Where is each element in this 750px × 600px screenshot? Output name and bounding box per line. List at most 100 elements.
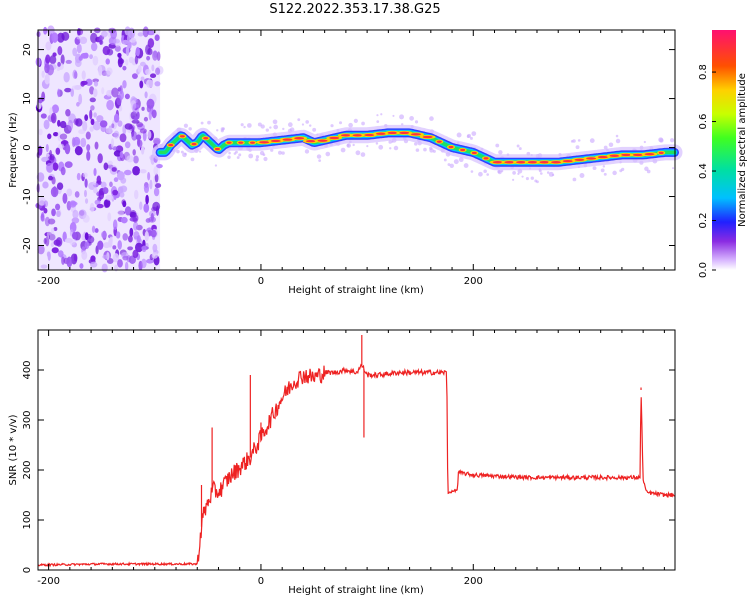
noise-blob <box>106 89 112 97</box>
noise-blob <box>146 104 151 113</box>
ridge-halo-dot <box>255 158 259 162</box>
noise-blob <box>96 175 102 184</box>
noise-blob <box>72 209 79 220</box>
noise-blob <box>154 173 159 183</box>
ridge-halo-dot <box>423 147 427 152</box>
ridge-halo-dot <box>190 157 195 162</box>
noise-blob <box>151 64 155 72</box>
ridge-peak-core <box>621 153 632 157</box>
noise-blob <box>41 70 45 78</box>
ridge-halo-dot <box>376 114 379 117</box>
noise-blob <box>73 253 78 262</box>
spectrogram-x-label: Height of straight line (km) <box>288 285 424 296</box>
ridge-halo-dot <box>353 118 358 123</box>
noise-blob <box>85 131 91 140</box>
noise-blob <box>155 205 160 216</box>
ridge-peak-core <box>574 158 585 161</box>
noise-blob <box>76 43 82 54</box>
figure-title: S122.2022.353.17.38.G25 <box>269 2 440 17</box>
ridge-halo-dot <box>228 151 231 155</box>
snr-x-label: Height of straight line (km) <box>288 585 424 596</box>
noise-blob <box>145 68 151 75</box>
snr-axes: -200 0 200 0 100 200 300 400 <box>22 330 675 587</box>
noise-blob <box>82 214 90 223</box>
noise-blob <box>75 118 83 127</box>
noise-blob <box>74 58 82 68</box>
noise-blob <box>64 87 72 93</box>
ridge-halo-dot <box>429 116 434 121</box>
y-tick-label: 100 <box>22 510 33 529</box>
ridge-halo-dot <box>184 152 187 156</box>
noise-blob <box>152 243 158 253</box>
ridge-halo-dot <box>330 124 334 128</box>
noise-blob <box>71 217 80 224</box>
noise-blob <box>72 232 77 240</box>
noise-blob <box>90 255 96 262</box>
noise-blob <box>132 249 139 259</box>
noise-blob <box>101 263 108 273</box>
noise-blob <box>112 189 119 196</box>
noise-blob <box>140 145 145 155</box>
ridge-peak-core <box>168 143 174 147</box>
noise-blob <box>125 45 130 57</box>
noise-blob <box>111 123 115 129</box>
noise-blob <box>141 245 147 253</box>
noise-blob <box>102 45 111 56</box>
ridge-halo-dot <box>592 166 597 171</box>
noise-blob <box>90 32 98 44</box>
ridge-halo-dot <box>282 127 285 131</box>
y-tick-label: -10 <box>22 188 33 204</box>
noise-blob <box>50 242 55 248</box>
noise-blob <box>117 240 122 250</box>
noise-blob <box>137 139 143 148</box>
ridge-halo-dot <box>414 142 418 146</box>
ridge-halo-dot <box>548 171 554 177</box>
noise-blob <box>154 34 160 42</box>
ridge-halo-dot <box>297 118 301 122</box>
noise-blob <box>82 120 88 132</box>
noise-blob <box>114 45 121 52</box>
noise-blob <box>76 35 82 40</box>
snr-panel: -200 0 200 0 100 200 300 400 Height of straight… <box>8 329 676 596</box>
noise-blob <box>109 236 113 245</box>
noise-blob <box>145 194 149 205</box>
noise-blob <box>117 209 125 217</box>
ridge-halo-dot <box>534 179 538 183</box>
noise-blob <box>92 78 100 83</box>
ridge-halo-dot <box>273 124 279 130</box>
noise-blob <box>46 64 55 76</box>
ridge-halo-dot <box>392 114 395 117</box>
noise-blob <box>139 128 147 134</box>
ridge-peak-core <box>460 148 466 152</box>
noise-blob <box>65 109 71 117</box>
ridge-halo-dot <box>495 143 500 148</box>
ridge-halo-dot <box>469 136 473 140</box>
noise-blob <box>55 203 61 211</box>
noise-blob <box>128 235 133 243</box>
noise-blob <box>134 116 138 122</box>
noise-blob <box>45 54 51 64</box>
noise-blob <box>124 123 133 130</box>
x-tick-label: 200 <box>464 576 483 587</box>
noise-blob <box>55 147 61 155</box>
ridge-halo-dot <box>443 158 447 162</box>
noise-blob <box>93 167 97 177</box>
ridge-halo-dot <box>281 151 285 155</box>
ridge-halo-dot <box>304 149 310 154</box>
noise-blob <box>93 112 97 118</box>
ridge-peak-core <box>191 142 197 146</box>
ridge-peak-core <box>352 134 363 137</box>
noise-blob <box>102 187 109 194</box>
ridge-halo-dot <box>500 169 504 173</box>
noise-blob <box>131 119 140 124</box>
x-tick-label: 200 <box>464 276 483 287</box>
noise-blob <box>72 69 78 80</box>
ridge-halo-dot <box>312 127 317 132</box>
ridge-halo-dot <box>478 171 483 177</box>
noise-blob <box>67 119 74 131</box>
noise-blob <box>40 113 47 119</box>
noise-blob <box>146 79 154 88</box>
noise-blob <box>57 88 61 98</box>
noise-blob <box>64 238 73 244</box>
noise-blob <box>119 151 124 159</box>
